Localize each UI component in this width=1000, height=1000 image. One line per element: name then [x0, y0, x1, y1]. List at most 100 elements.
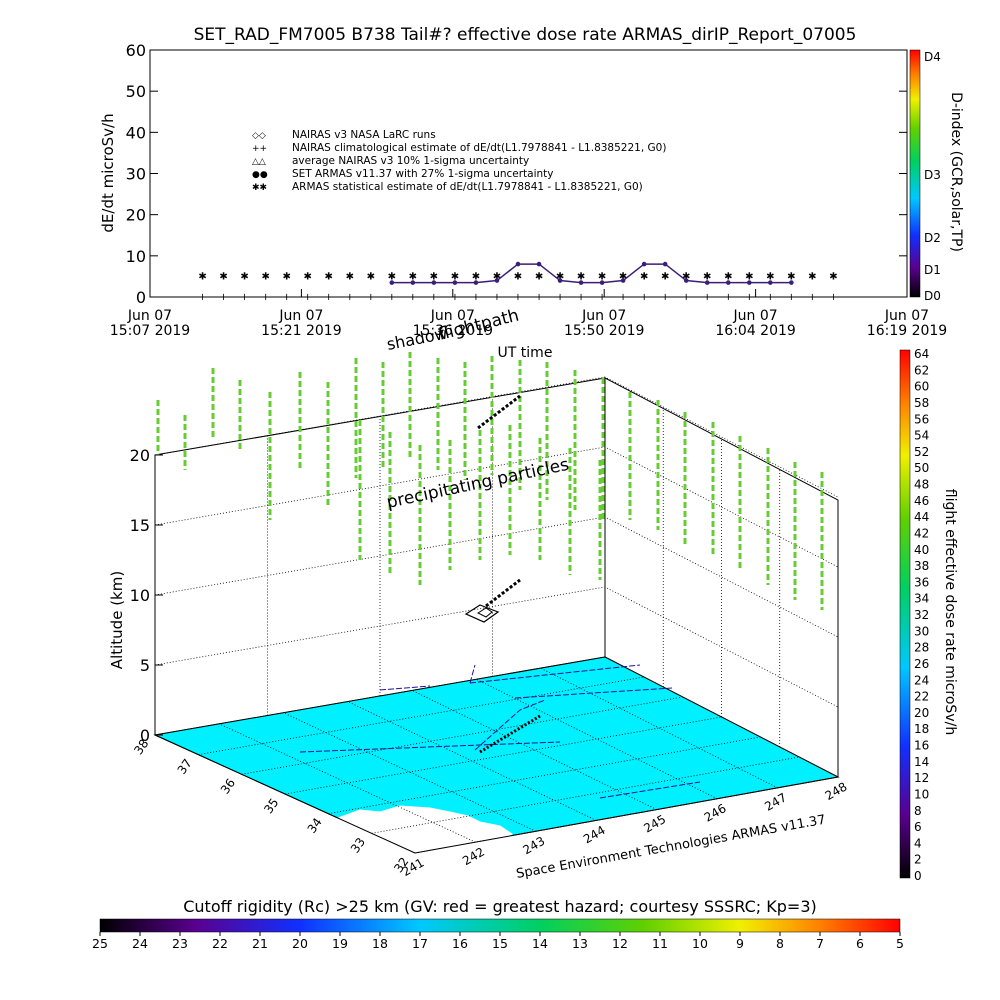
armas-statistical-point: ✱	[724, 271, 732, 282]
nairas-climatological-point: +	[682, 292, 690, 303]
y-tick-label: 0	[136, 288, 146, 307]
dindex-tick-label: D2	[924, 231, 941, 245]
nairas-climatological-point: +	[661, 292, 669, 303]
dindex-colorbar	[909, 49, 921, 298]
top-series: ✱ + ✱ + ✱ + ✱ + ✱ + ✱ + ✱ + ✱ + ✱ + ✱ + ✱ + ✱ + ✱ + ✱ + ✱ + ✱ + ✱ + ✱ + ✱ + ✱ +…	[198, 261, 838, 303]
armas-statistical-point: ✱	[661, 271, 669, 282]
altitude-tick-label: 10	[130, 586, 150, 605]
rigidity-title: Cutoff rigidity (Rc) >25 km (GV: red = g…	[183, 897, 817, 916]
dindex-label: D-index (GCR,solar,TP)	[948, 92, 964, 252]
dose-tick-label: 58	[914, 396, 929, 410]
armas-statistical-point: ✱	[240, 271, 248, 282]
altitude-tick-label: 20	[130, 446, 150, 465]
floor-grid-line	[284, 716, 722, 795]
dose-tick-label: 32	[914, 608, 929, 622]
nairas-climatological-point: +	[346, 292, 354, 303]
longitude-tick-label: 246	[702, 801, 729, 825]
chart-title: SET_RAD_FM7005 B738 Tail#? effective dos…	[194, 25, 857, 45]
latitude-tick-label: 33	[348, 835, 368, 856]
rigidity-tick-label: 12	[612, 936, 628, 951]
top-y-axis-label: dE/dt microSv/h	[99, 113, 117, 232]
rigidity-tick-label: 18	[372, 936, 388, 951]
nairas-climatological-point: +	[388, 292, 396, 303]
precipitating-particles	[156, 352, 824, 610]
nairas-climatological-point: +	[745, 292, 753, 303]
nairas-climatological-point: +	[787, 292, 795, 303]
armas-point	[557, 278, 563, 283]
altitude-tick-label: 5	[140, 656, 150, 675]
x-tick-label: Jun 07	[430, 308, 475, 324]
armas-point	[662, 261, 668, 267]
dindex-ticks: D0 D1 D2 D3 D4	[924, 50, 941, 303]
nairas-climatological-point: +	[514, 292, 522, 303]
y-tick-label: 60	[126, 41, 146, 60]
rigidity-tick-label: 7	[816, 936, 824, 951]
dose-tick-label: 20	[914, 706, 929, 720]
state-boundary	[599, 781, 701, 799]
x-tick-label: 15:50 2019	[564, 323, 644, 339]
dindex-tick-label: D3	[924, 168, 941, 182]
dose-tick-label: 46	[914, 494, 929, 508]
rigidity-tick-label: 9	[736, 936, 744, 951]
armas-point	[768, 280, 773, 285]
lon-axis-line	[414, 776, 839, 854]
nairas-climatological-point: +	[430, 292, 438, 303]
legend-symbol: ✱✱	[252, 183, 267, 193]
nairas-climatological-point: +	[640, 292, 648, 303]
legend-symbol: △△	[252, 157, 266, 167]
dose-tick-label: 52	[914, 445, 929, 459]
nairas-climatological-point: +	[451, 292, 459, 303]
legend-entry: SET ARMAS v11.37 with 27% 1-sigma uncert…	[292, 168, 554, 180]
dose-tick-label: 62	[914, 363, 929, 377]
armas-statistical-point: ✱	[367, 271, 375, 282]
floor-grid-line	[411, 690, 657, 810]
surface-floor	[153, 656, 840, 854]
armas-statistical-point: ✱	[325, 271, 333, 282]
nairas-climatological-point: +	[598, 292, 606, 303]
longitude-tick-label: 245	[641, 812, 668, 836]
dose-tick-label: 28	[914, 641, 929, 655]
x-tick-label: 15:21 2019	[261, 323, 341, 339]
rigidity-tick-label: 21	[252, 936, 268, 951]
nairas-climatological-point: +	[282, 292, 290, 303]
legend-entry: NAIRAS v3 NASA LaRC runs	[292, 129, 436, 141]
armas-point	[599, 280, 605, 285]
dose-tick-label: 24	[914, 673, 929, 687]
armas-statistical-point: ✱	[430, 271, 438, 282]
nairas-climatological-point: +	[493, 292, 501, 303]
x-tick-label: 15:07 2019	[110, 323, 190, 339]
latitude-tick-label: 36	[218, 776, 238, 797]
state-boundary	[299, 741, 561, 753]
nairas-climatological-point: +	[724, 292, 732, 303]
nairas-climatological-point: +	[766, 292, 774, 303]
armas-point	[452, 280, 458, 285]
latitude-tick-label: 35	[261, 796, 281, 817]
nairas-climatological-point: +	[829, 292, 837, 303]
altitude-tick-label: 15	[130, 516, 150, 535]
dose-tick-label: 42	[914, 526, 929, 540]
state-boundaries	[299, 664, 701, 799]
rigidity-ticks: 25 24 23 22 21 20 19 18 17 16 15 14 13 12 11 10 9 8 7 6 5	[92, 932, 904, 951]
rigidity-tick-label: 19	[332, 936, 348, 951]
dose-tick-label: 0	[914, 869, 922, 883]
armas-statistical-point: ✱	[598, 271, 606, 282]
nairas-climatological-point: +	[556, 292, 564, 303]
longitude-tick-label: 248	[823, 779, 850, 803]
nairas-climatological-point: +	[808, 292, 816, 303]
armas-point	[746, 280, 752, 285]
x-tick-label: Jun 07	[127, 308, 172, 324]
y-tick-label: 20	[126, 206, 146, 225]
dose-tick-label: 44	[914, 510, 929, 524]
y-tick-label: 50	[126, 82, 146, 101]
x-tick-label: 15:36 2019	[413, 323, 493, 339]
dose-colorbar-ticks: 0246810121416182022242628303234363840424…	[914, 347, 929, 883]
dose-tick-label: 6	[914, 820, 922, 834]
armas-point	[578, 280, 584, 285]
armas-point	[494, 278, 500, 283]
rigidity-tick-label: 8	[776, 936, 784, 951]
armas-point	[389, 280, 395, 285]
dose-tick-label: 30	[914, 624, 929, 638]
